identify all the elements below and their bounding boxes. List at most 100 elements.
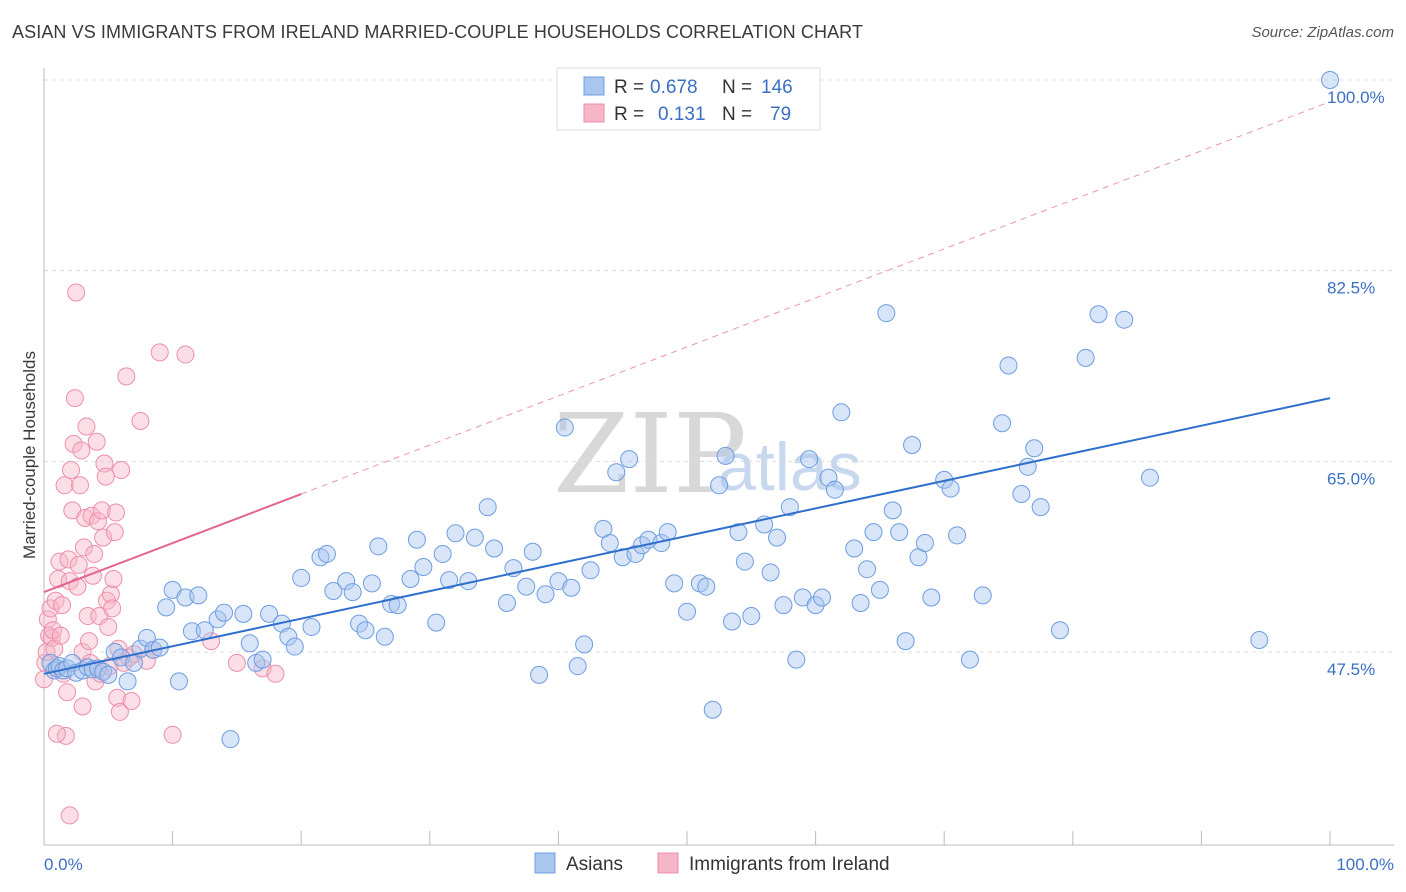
asian-point [774, 596, 793, 615]
asian-point [845, 539, 864, 558]
legend-r-value-ireland: 0.131 [658, 104, 706, 125]
legend-top: R = 0.678 N = 146 R = 0.131 N = 79 [556, 67, 821, 131]
asian-point [941, 479, 960, 498]
ireland-point [55, 476, 74, 495]
ireland-point [80, 632, 99, 651]
asian-point [678, 602, 696, 621]
asian-point [440, 571, 459, 590]
asian-point [253, 650, 272, 669]
asian-point [157, 598, 176, 617]
asian-point [697, 577, 716, 596]
asian-point [1012, 485, 1031, 504]
ireland-point [176, 345, 195, 364]
legend-r-value-asians: 0.678 [650, 77, 698, 98]
asian-point [99, 665, 118, 684]
asian-point [407, 530, 426, 549]
legend-n-value-ireland: 79 [770, 104, 791, 125]
asian-point [600, 534, 619, 553]
asian-point [356, 621, 375, 640]
trend-line-ireland [43, 493, 302, 594]
ireland-point [99, 617, 118, 636]
ireland-point [47, 724, 66, 743]
asian-point [317, 544, 336, 563]
asian-point [292, 568, 311, 587]
asian-point [1050, 621, 1069, 640]
asian-point [485, 539, 504, 558]
asian-point [362, 574, 381, 593]
asian-point [234, 604, 253, 623]
ireland-point [150, 343, 169, 362]
asian-point [497, 593, 516, 612]
ireland-point [67, 283, 86, 302]
y-axis-label: Married-couple Households [20, 351, 39, 559]
asian-point [446, 524, 465, 543]
asian-point [1140, 468, 1159, 487]
asian-point [189, 586, 208, 605]
ireland-point [95, 454, 114, 473]
asian-point [517, 577, 536, 596]
x-tick-label-min: 0.0% [44, 855, 83, 874]
asian-point [215, 603, 234, 622]
legend-bottom-label-asians: Asians [566, 854, 623, 875]
asian-point [260, 604, 279, 623]
asian-point [530, 665, 549, 684]
asian-point [922, 588, 941, 607]
asian-point [973, 586, 992, 605]
legend-n-label-ireland: N = [722, 104, 752, 125]
asian-point [581, 561, 600, 580]
ireland-point [108, 688, 127, 707]
asian-point [813, 588, 832, 607]
ireland-point [104, 570, 123, 589]
ireland-point [107, 503, 126, 522]
chart-title: ASIAN VS IMMIGRANTS FROM IRELAND MARRIED… [12, 22, 864, 42]
asian-point [993, 414, 1012, 433]
asian-point [1089, 305, 1108, 324]
asian-point [279, 627, 298, 646]
ireland-point [87, 432, 106, 451]
ireland-point [72, 441, 91, 460]
ireland-point [53, 596, 72, 615]
asian-point [369, 537, 388, 556]
ireland-point [60, 806, 79, 825]
ireland-point [131, 412, 150, 431]
asian-point [858, 560, 877, 579]
ireland-point [50, 552, 69, 571]
ireland-point [92, 501, 111, 520]
asian-point [221, 730, 240, 749]
legend-swatch-asians [583, 76, 605, 96]
asian-point [948, 526, 967, 545]
ireland-point [89, 512, 108, 531]
asian-point [768, 528, 787, 547]
asian-point [703, 700, 722, 719]
y-tick-labels: 47.5% 65.0% 82.5% 100.0% [1327, 88, 1385, 679]
asian-point [735, 552, 754, 571]
trend-line-asians [43, 397, 1331, 675]
asian-point [607, 463, 626, 482]
asian-point [343, 583, 362, 602]
ireland-point [101, 585, 120, 604]
legend-bottom: Asians Immigrants from Ireland [534, 852, 890, 875]
ireland-point [110, 702, 129, 721]
y-tick-label: 82.5% [1327, 279, 1375, 298]
asian-point [285, 637, 304, 656]
asian-point [555, 418, 574, 437]
asian-point [903, 435, 922, 454]
asian-point [523, 542, 542, 561]
asian-point [787, 650, 806, 669]
asian-point [896, 632, 915, 651]
asian-point [851, 593, 870, 612]
ireland-point [51, 626, 70, 645]
asian-point [806, 596, 825, 615]
asian-point [915, 534, 934, 553]
ireland-point [74, 538, 93, 557]
asian-point [536, 585, 555, 604]
watermark-zip: ZIP [553, 390, 747, 518]
ireland-point [96, 467, 115, 486]
ireland-point [227, 653, 246, 672]
ireland-point [73, 697, 92, 716]
ireland-point [38, 610, 57, 629]
trend-line-ireland-extension [301, 101, 1331, 495]
asian-point [800, 450, 819, 469]
ireland-point [45, 639, 64, 658]
